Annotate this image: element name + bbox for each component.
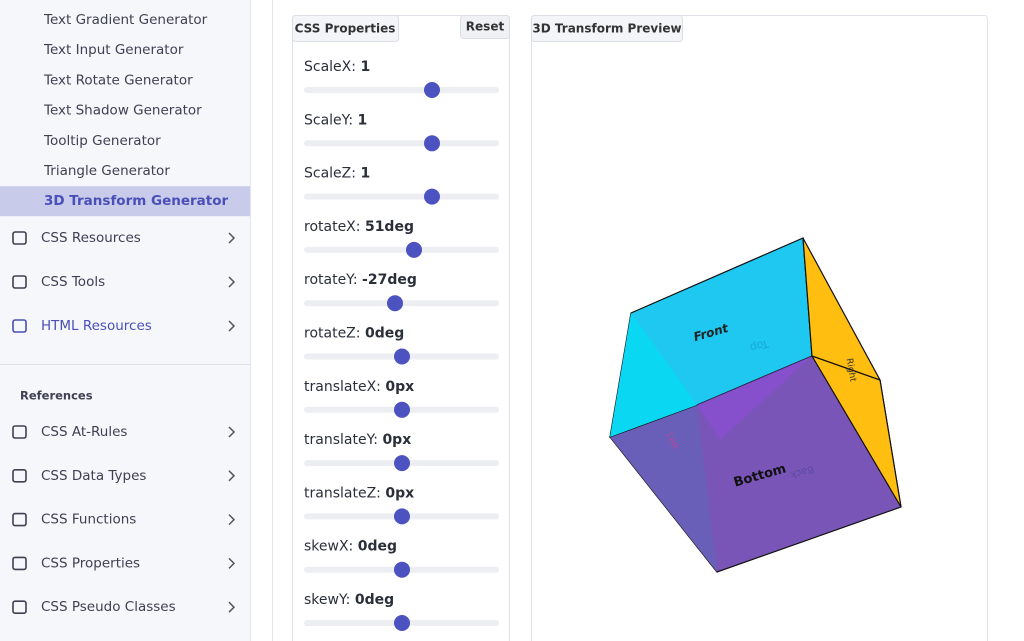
control-value: 0deg: [355, 592, 394, 608]
chevron: [228, 470, 236, 482]
reference-item[interactable]: CSS Functions: [41, 512, 136, 528]
properties-panel: [292, 15, 510, 641]
control-value: 0px: [385, 379, 414, 395]
sidebar-item[interactable]: Triangle Generator: [43, 163, 170, 179]
control-label: ScaleZ: 1: [304, 166, 370, 182]
chevron: [228, 426, 236, 438]
icon: [12, 425, 27, 439]
chevron: [228, 232, 236, 244]
control-name: rotateX:: [304, 219, 361, 235]
sidebar-item[interactable]: Text Shadow Generator: [43, 103, 202, 119]
slider-thumb[interactable]: [394, 455, 410, 472]
icon: [12, 512, 27, 527]
preview-tab: [531, 15, 683, 42]
control-name: translateY:: [304, 432, 378, 448]
slider-thumb[interactable]: [394, 348, 410, 365]
control-label: skewX: 0deg: [304, 539, 397, 555]
reference-item[interactable]: CSS Pseudo Classes: [41, 599, 176, 615]
control-label: ScaleY: 1: [304, 112, 367, 128]
control-label: translateX: 0px: [304, 379, 414, 395]
control-value: 0px: [385, 485, 414, 501]
cube-right-face: [802, 237, 902, 508]
control-label: ScaleX: 1: [304, 59, 370, 75]
control-value: 1: [360, 59, 370, 75]
properties-tab: [292, 15, 399, 42]
slider-thumb[interactable]: [406, 241, 422, 258]
chevron: [228, 276, 236, 288]
control-value: 0px: [382, 432, 411, 448]
control-value: 0deg: [358, 539, 397, 555]
face-label: Right: [844, 358, 858, 384]
cube-top-shade: [610, 313, 697, 437]
control-name: ScaleZ:: [304, 166, 356, 182]
chevron: [228, 601, 236, 613]
control-value: 1: [360, 166, 370, 182]
reset-label[interactable]: Reset: [466, 20, 505, 34]
cube-inner: [697, 356, 812, 440]
sidebar: [0, 0, 250, 641]
icon: [12, 600, 27, 615]
slider-thumb[interactable]: [394, 561, 410, 578]
chevron: [228, 557, 236, 569]
control-label: rotateY: -27deg: [304, 272, 417, 288]
cube-edge: [811, 355, 881, 381]
control-value: 1: [358, 112, 368, 128]
sidebar-item[interactable]: Text Gradient Generator: [43, 12, 208, 28]
icon: [12, 556, 27, 571]
slider-track: [304, 193, 499, 200]
control-name: ScaleY:: [304, 112, 353, 128]
cube-left-face: [610, 405, 717, 572]
preview-title: 3D Transform Preview: [532, 22, 681, 36]
reference-item[interactable]: CSS Data Types: [41, 468, 146, 484]
reference-item[interactable]: CSS Properties: [41, 555, 140, 571]
slider-thumb[interactable]: [394, 401, 410, 418]
face-label: Top: [748, 336, 770, 354]
sidebar-item[interactable]: Text Input Generator: [43, 42, 184, 58]
control-label: rotateX: 51deg: [304, 219, 414, 235]
sidebar-group[interactable]: CSS Resources: [41, 230, 141, 246]
slider-thumb[interactable]: [424, 135, 440, 152]
slider-track: [304, 140, 499, 147]
sidebar-group[interactable]: HTML Resources: [41, 318, 152, 334]
control-name: translateZ:: [304, 485, 381, 501]
slider-thumb[interactable]: [424, 82, 440, 98]
icon: [12, 319, 27, 333]
icon: [12, 231, 27, 245]
sidebar-item[interactable]: Text Rotate Generator: [43, 72, 193, 88]
control-label: skewY: 0deg: [304, 592, 394, 608]
control-name: skewY:: [304, 592, 350, 608]
control-name: ScaleX:: [304, 59, 356, 75]
control-value: 51deg: [365, 219, 414, 235]
sidebar-item[interactable]: 3D Transform Generator: [44, 193, 229, 209]
control-value: 0deg: [365, 326, 404, 342]
icon: [12, 275, 27, 289]
slider-thumb[interactable]: [394, 508, 410, 525]
control-name: translateX:: [304, 379, 381, 395]
reset-button[interactable]: [460, 15, 510, 39]
reference-item[interactable]: CSS At-Rules: [41, 424, 127, 440]
chevron: [228, 320, 236, 332]
sidebar-group[interactable]: CSS Tools: [41, 274, 105, 290]
control-label: translateY: 0px: [304, 432, 411, 448]
slider-thumb[interactable]: [387, 295, 403, 312]
sidebar-item[interactable]: Tooltip Generator: [43, 133, 161, 149]
slider-track: [304, 246, 499, 253]
slider-thumb[interactable]: [394, 615, 410, 631]
slider-track: [304, 87, 499, 93]
control-name: skewX:: [304, 539, 353, 555]
active-item-bg: [0, 186, 250, 217]
icon: [12, 468, 27, 483]
slider-thumb[interactable]: [424, 188, 440, 205]
control-label: rotateZ: 0deg: [304, 326, 404, 342]
chevron: [228, 514, 236, 526]
cube: [609, 237, 902, 573]
references-title: References: [20, 389, 93, 403]
properties-title: CSS Properties: [295, 22, 396, 36]
control-value: -27deg: [362, 272, 417, 288]
control-name: rotateZ:: [304, 326, 361, 342]
control-label: translateZ: 0px: [304, 485, 414, 501]
control-name: rotateY:: [304, 272, 358, 288]
